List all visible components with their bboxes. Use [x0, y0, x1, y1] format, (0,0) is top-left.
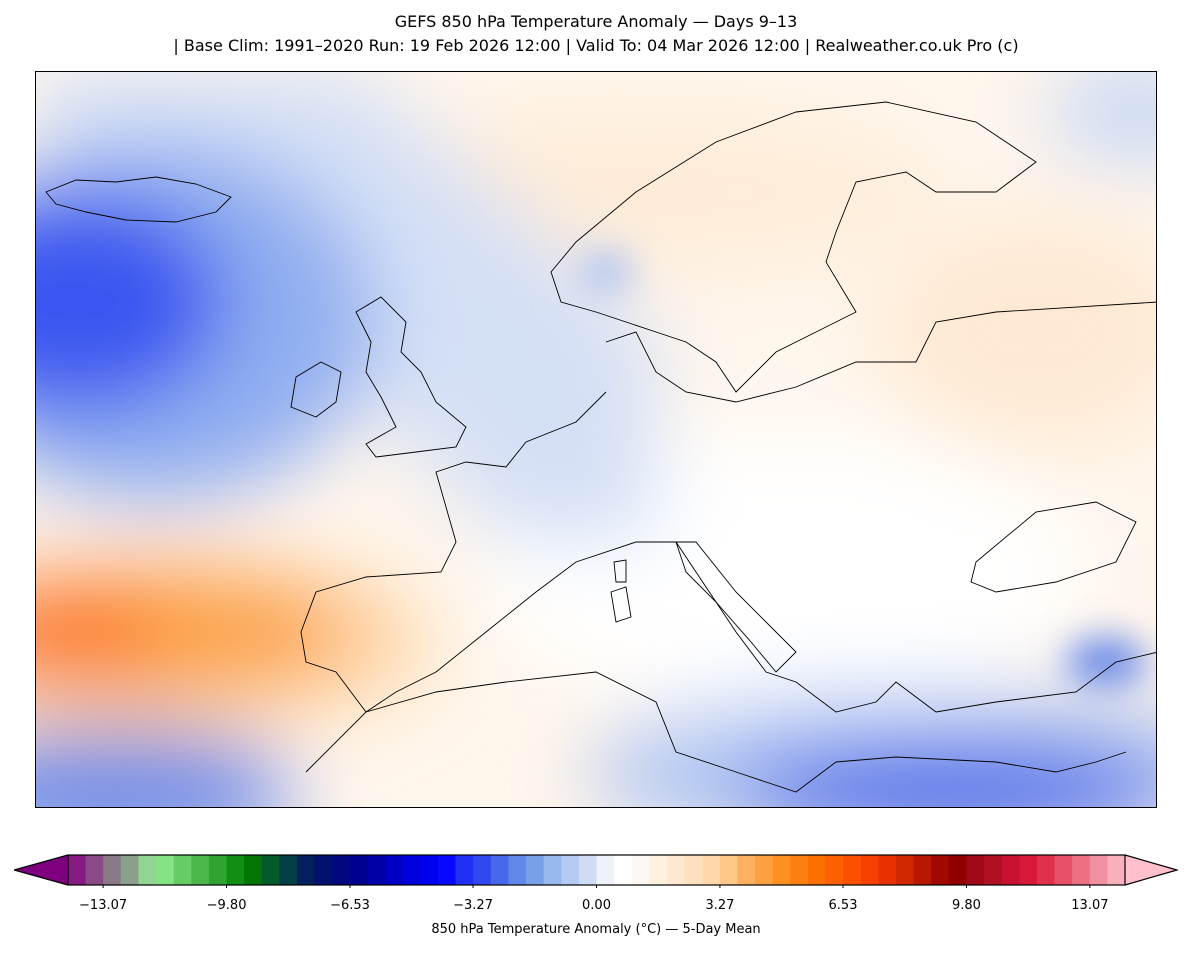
title-line-2: | Base Clim: 1991–2020 Run: 19 Feb 2026 …	[173, 36, 1019, 55]
ireland-coast	[290, 361, 342, 418]
colorbar-cell	[420, 855, 439, 885]
colorbar-cell	[895, 855, 915, 885]
colorbar-cell	[719, 855, 739, 885]
colorbar-cell	[860, 855, 879, 885]
colorbar-cell	[1089, 855, 1108, 885]
colorbar-cell	[261, 855, 280, 885]
colorbar-cell	[332, 855, 351, 885]
colorbar-cell	[1001, 855, 1020, 885]
colorbar-cell	[614, 855, 633, 885]
colorbar-cell	[772, 855, 791, 885]
colorbar-cell	[702, 855, 721, 885]
colorbar-tick-label: −9.80	[206, 898, 247, 913]
colorbar-tick-label: −6.53	[330, 898, 370, 913]
colorbar-cell	[526, 855, 545, 885]
colorbar-tick-label: −13.07	[79, 898, 128, 913]
colorbar-cell	[631, 855, 650, 885]
colorbar-cell	[913, 855, 932, 885]
corsica-coast	[613, 559, 627, 583]
colorbar-cell	[314, 855, 333, 885]
colorbar-cell	[737, 855, 756, 885]
colorbar-cell	[543, 855, 562, 885]
title-line-1: GEFS 850 hPa Temperature Anomaly — Days …	[394, 12, 798, 31]
black-sea-coast	[970, 501, 1137, 593]
colorbar-cell	[279, 855, 298, 885]
colorbar-cell	[666, 855, 686, 885]
colorbar-cell	[85, 855, 104, 885]
europe-coast	[605, 301, 1156, 403]
iceland-coast	[45, 176, 232, 223]
colorbar-tick-label: 0.00	[582, 898, 611, 913]
colorbar-cell	[755, 855, 774, 885]
colorbar-cell	[931, 855, 950, 885]
scandinavia-coast	[550, 101, 1037, 393]
colorbar-cell	[156, 855, 175, 885]
colorbar-extend-low	[14, 855, 68, 885]
colorbar-cell	[173, 855, 192, 885]
anomaly-field	[36, 72, 1156, 807]
colorbar-cell	[1054, 855, 1073, 885]
colorbar-cell	[561, 855, 580, 885]
colorbar	[14, 854, 1178, 888]
colorbar-label: 850 hPa Temperature Anomaly (°C) — 5-Day…	[431, 922, 761, 937]
colorbar-cell	[790, 855, 809, 885]
colorbar-cell	[226, 855, 245, 885]
colorbar-cell	[1072, 855, 1091, 885]
colorbar-cell	[843, 855, 862, 885]
anomaly-blobs	[36, 72, 1156, 807]
colorbar-cell	[244, 855, 263, 885]
colorbar-cell	[578, 855, 598, 885]
colorbar-tick-label: −3.27	[453, 898, 493, 913]
colorbar-cell	[984, 855, 1003, 885]
colorbar-cell	[596, 855, 615, 885]
colorbar-cell	[120, 855, 140, 885]
colorbar-cell	[208, 855, 228, 885]
colorbar-cell	[878, 855, 897, 885]
colorbar-cell	[437, 855, 457, 885]
colorbar-cell	[297, 855, 316, 885]
colorbar-cell	[385, 855, 404, 885]
colorbar-cell	[1107, 855, 1126, 885]
atlantic-coast	[300, 391, 1156, 713]
colorbar-cell	[684, 855, 703, 885]
colorbar-cell	[103, 855, 122, 885]
coastlines	[45, 101, 1156, 793]
colorbar-cell	[402, 855, 421, 885]
colorbar-cell	[191, 855, 210, 885]
colorbar-cell	[367, 855, 386, 885]
colorbar-tick-label: 13.07	[1071, 898, 1109, 913]
colorbar-cell	[349, 855, 369, 885]
colorbar-cell	[455, 855, 474, 885]
britain-coast	[355, 296, 467, 458]
colorbar-tick-label: 6.53	[828, 898, 858, 913]
colorbar-cell	[508, 855, 527, 885]
colorbar-cell	[68, 855, 87, 885]
colorbar-cell	[1036, 855, 1056, 885]
sardinia-coast	[610, 586, 632, 623]
africa-coast	[305, 671, 1127, 793]
colorbar-cell	[966, 855, 985, 885]
colorbar-tick-label: 9.80	[951, 898, 981, 913]
colorbar-cell	[490, 855, 510, 885]
colorbar-cell	[649, 855, 668, 885]
colorbar-extend-high	[1125, 855, 1177, 885]
colorbar-cell	[473, 855, 492, 885]
colorbar-cell	[825, 855, 844, 885]
italy-coast	[675, 541, 797, 673]
colorbar-cell	[807, 855, 827, 885]
colorbar-cell	[138, 855, 157, 885]
colorbar-cell	[948, 855, 968, 885]
colorbar-cell	[1019, 855, 1038, 885]
colorbar-tick-label: 3.27	[705, 898, 735, 913]
anomaly-map	[35, 71, 1157, 808]
